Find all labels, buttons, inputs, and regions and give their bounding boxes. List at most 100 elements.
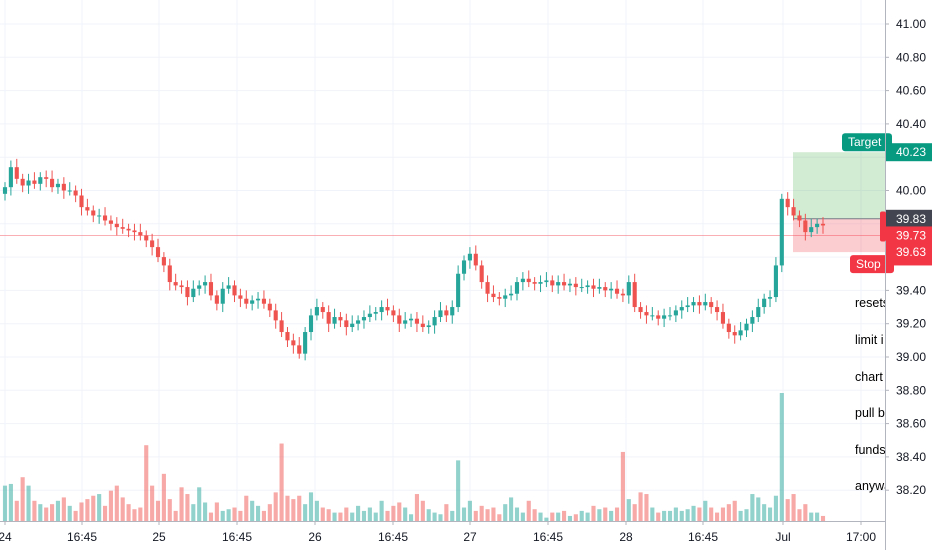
stop-label-box bbox=[850, 255, 894, 274]
candle-body bbox=[214, 295, 219, 304]
volume-bar bbox=[638, 492, 643, 521]
candle-body bbox=[673, 310, 678, 316]
volume-bar bbox=[632, 504, 637, 521]
candle-body bbox=[255, 298, 261, 301]
volume-bar bbox=[373, 512, 378, 521]
candle-body bbox=[61, 183, 66, 191]
volume-bar bbox=[597, 509, 602, 521]
candle-body bbox=[538, 282, 543, 284]
x-tick-label: 17:00 bbox=[846, 530, 876, 544]
candle-body bbox=[167, 265, 172, 283]
candle-body bbox=[762, 298, 767, 308]
volume-bar bbox=[779, 393, 784, 521]
volume-bar bbox=[61, 497, 66, 521]
volume-bar bbox=[591, 505, 596, 521]
volume-bar bbox=[603, 507, 608, 521]
volume-bar bbox=[2, 485, 8, 521]
candle-body bbox=[614, 288, 620, 294]
volume-bar bbox=[67, 505, 72, 521]
volume-bar bbox=[102, 505, 108, 521]
candle-body bbox=[456, 273, 461, 308]
volume-bar bbox=[255, 505, 261, 521]
candle-body bbox=[473, 253, 478, 266]
candle-body bbox=[715, 307, 720, 313]
candle-body bbox=[291, 340, 296, 346]
volume-bar bbox=[750, 494, 755, 521]
candle-body bbox=[20, 178, 25, 186]
candle-body bbox=[773, 265, 778, 298]
volume-bar bbox=[609, 510, 614, 521]
candle-body bbox=[632, 282, 637, 308]
volume-bar bbox=[267, 504, 272, 521]
y-tick-label: 40.60 bbox=[896, 84, 926, 98]
candle-body bbox=[662, 315, 667, 319]
candle-body bbox=[691, 302, 696, 306]
volume-bar bbox=[520, 512, 525, 521]
volume-bar bbox=[567, 515, 573, 521]
x-tick-label: 16:45 bbox=[378, 530, 408, 544]
volume-bar bbox=[226, 509, 231, 521]
volume-bar bbox=[291, 499, 296, 521]
price-badge-text: 39.83 bbox=[896, 212, 926, 226]
volume-bar bbox=[391, 505, 396, 521]
volume-bar bbox=[97, 494, 102, 521]
volume-bar bbox=[197, 487, 202, 521]
candle-body bbox=[197, 285, 202, 289]
candle-body bbox=[91, 210, 96, 216]
volume-bar bbox=[744, 509, 749, 521]
candle-body bbox=[461, 260, 467, 274]
candle-body bbox=[297, 345, 302, 354]
candle-body bbox=[791, 207, 796, 216]
candle-body bbox=[273, 310, 278, 321]
candle-body bbox=[244, 298, 249, 304]
candle-body bbox=[667, 315, 673, 317]
volume-bar bbox=[485, 509, 490, 521]
volume-bar bbox=[273, 492, 278, 521]
candle-body bbox=[797, 215, 802, 221]
candle-body bbox=[314, 307, 319, 316]
volume-bar bbox=[503, 504, 508, 521]
candle-body bbox=[155, 247, 161, 258]
candle-body bbox=[232, 285, 237, 296]
x-tick-label: 16:45 bbox=[67, 530, 97, 544]
candle-body bbox=[444, 310, 449, 316]
candle-body bbox=[420, 323, 425, 328]
candle-body bbox=[414, 318, 420, 324]
candle-body bbox=[161, 257, 166, 266]
candle-body bbox=[97, 215, 102, 217]
candle-body bbox=[132, 230, 137, 233]
candle-body bbox=[403, 320, 408, 324]
x-tick-label: 16:45 bbox=[222, 530, 252, 544]
candle-body bbox=[503, 295, 508, 299]
volume-bar bbox=[167, 499, 172, 521]
candle-body bbox=[820, 223, 826, 226]
volume-bar bbox=[438, 514, 443, 521]
candle-body bbox=[597, 287, 602, 289]
volume-bar bbox=[308, 492, 314, 521]
candle-body bbox=[685, 305, 690, 308]
candle-body bbox=[326, 312, 331, 324]
volume-bar bbox=[473, 510, 478, 521]
candle-body bbox=[173, 282, 178, 286]
volume-bar bbox=[785, 499, 790, 521]
volume-bar bbox=[385, 510, 390, 521]
volume-bar bbox=[479, 505, 484, 521]
candle-body bbox=[373, 312, 378, 314]
y-tick-label: 38.60 bbox=[896, 417, 926, 431]
candle-body bbox=[467, 253, 472, 261]
candle-body bbox=[26, 180, 31, 186]
position-tool[interactable]: Target Stop bbox=[793, 133, 894, 274]
candle-body bbox=[385, 307, 390, 311]
volume-bar bbox=[332, 512, 337, 521]
candle-body bbox=[320, 307, 325, 313]
price-badge bbox=[886, 209, 932, 228]
volume-bar bbox=[644, 494, 649, 521]
candle-body bbox=[767, 297, 773, 299]
candle-body bbox=[609, 288, 614, 291]
note-line: resets bbox=[855, 296, 885, 311]
note-line: funds bbox=[855, 442, 885, 457]
note-line: pull b bbox=[855, 406, 885, 421]
volume-bar bbox=[38, 504, 43, 521]
